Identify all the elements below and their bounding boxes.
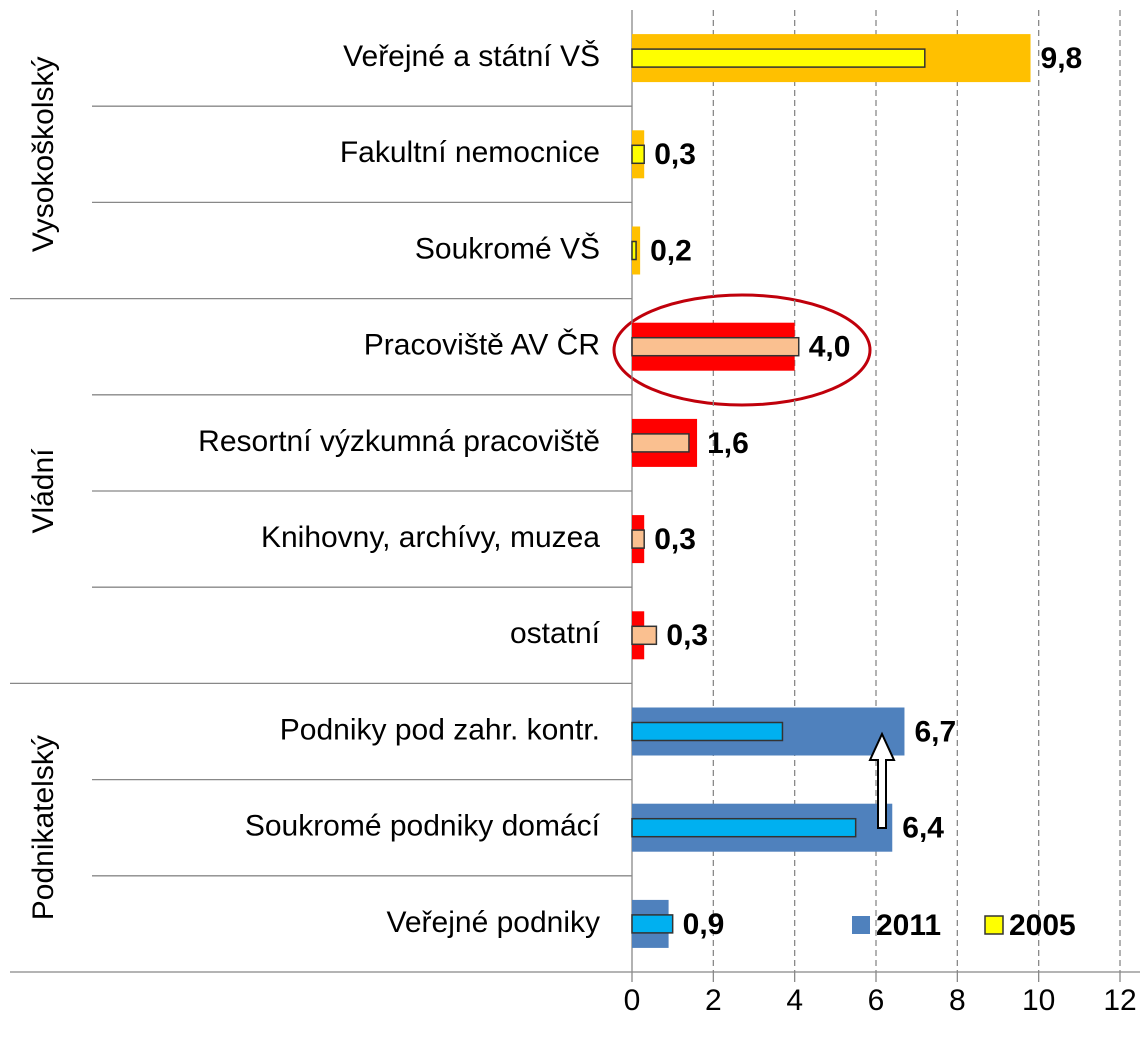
highlight-ellipse (612, 293, 872, 407)
annotation-arrow (868, 731, 896, 829)
category-label: Soukromé podniky domácí (245, 810, 601, 843)
data-label: 0,3 (654, 523, 696, 556)
data-label: 0,9 (683, 908, 725, 941)
category-label: Podniky pod zahr. kontr. (280, 713, 600, 746)
bar (631, 625, 658, 646)
category-label: Veřejné podniky (387, 906, 601, 939)
category-label: Knihovny, archívy, muzea (261, 521, 600, 554)
category-label: Soukromé VŠ (415, 231, 600, 265)
x-tick-label: 6 (868, 984, 885, 1017)
data-label: 0,3 (654, 138, 696, 171)
category-label: Pracoviště AV ČR (364, 328, 600, 362)
bar (631, 914, 674, 934)
legend-swatch (984, 915, 1004, 935)
x-tick-label: 12 (1103, 984, 1136, 1017)
group-label: Podnikatelský (27, 735, 60, 920)
bar (631, 144, 645, 165)
x-tick-label: 10 (1022, 984, 1055, 1017)
data-label: 6,4 (902, 812, 944, 845)
bar (631, 817, 857, 838)
category-label: Veřejné a státní VŠ (343, 39, 600, 73)
data-label: 0,2 (650, 234, 692, 267)
group-label: Vládní (27, 448, 60, 534)
x-tick-label: 8 (949, 984, 966, 1017)
bar (631, 721, 784, 742)
category-label: ostatní (510, 617, 601, 650)
category-label: Resortní výzkumná pracoviště (198, 425, 600, 458)
category-label: Fakultní nemocnice (340, 136, 600, 169)
legend-label: 2005 (1009, 909, 1076, 942)
legend-swatch (852, 916, 870, 934)
legend-label: 2011 (876, 909, 941, 942)
bar (631, 529, 645, 549)
x-tick-label: 2 (705, 984, 722, 1017)
x-tick-label: 4 (786, 984, 803, 1017)
bar (631, 336, 800, 357)
data-label: 0,3 (666, 619, 708, 652)
x-tick-label: 0 (624, 984, 641, 1017)
data-label: 1,6 (707, 427, 749, 460)
data-label: 9,8 (1041, 42, 1083, 75)
bar (631, 48, 926, 68)
group-label: Vysokoškolský (27, 56, 60, 252)
bar (631, 240, 637, 261)
data-label: 6,7 (914, 715, 956, 748)
bar (631, 433, 690, 453)
data-label: 4,0 (809, 331, 851, 364)
